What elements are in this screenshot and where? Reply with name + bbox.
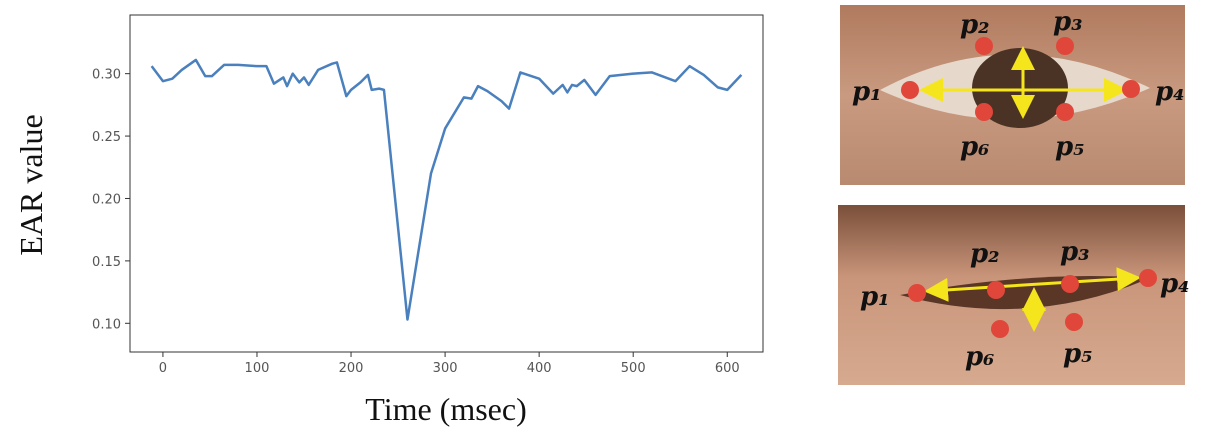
landmark	[901, 81, 919, 99]
data-line	[150, 58, 743, 321]
arrow	[924, 267, 1141, 302]
landmark	[1122, 80, 1140, 98]
landmark-label: p₁	[860, 282, 890, 312]
eye-open: p₁ p₂ p₃ p₄ p₅ p₆	[840, 5, 1185, 185]
y-tick-label: 0.10	[92, 317, 121, 332]
landmark	[991, 320, 1009, 338]
landmark-label: p₃	[1053, 7, 1083, 37]
x-tick-label: 600	[715, 361, 740, 376]
x-tick-label: 100	[245, 361, 270, 376]
landmark	[1065, 313, 1083, 331]
landmark-label: p₅	[1063, 339, 1093, 369]
landmark	[908, 284, 926, 302]
landmark-label: p₄	[1155, 77, 1185, 107]
y-tick-label: 0.30	[92, 68, 121, 83]
landmark	[975, 37, 993, 55]
x-tick-label: 0	[159, 361, 167, 376]
x-tick-label: 300	[433, 361, 458, 376]
y-tick-label: 0.20	[92, 192, 121, 207]
landmark-label: p₂	[970, 239, 1000, 269]
landmark	[975, 103, 993, 121]
landmark	[1139, 269, 1157, 287]
landmark-label: p₁	[852, 77, 882, 107]
landmark-label: p₄	[1160, 269, 1190, 299]
y-tick-label: 0.25	[92, 130, 121, 145]
landmark	[1056, 37, 1074, 55]
landmark	[1061, 275, 1079, 293]
landmark-label: p₆	[960, 132, 990, 162]
x-tick-label: 500	[621, 361, 646, 376]
x-tick-label: 200	[339, 361, 364, 376]
eye-closed: p₁ p₂ p₃ p₄ p₅ p₆	[838, 205, 1190, 385]
plot-area	[129, 14, 764, 353]
landmark-label: p₅	[1055, 132, 1085, 162]
y-axis-label: EAR value	[13, 114, 49, 255]
x-tick-label: 400	[527, 361, 552, 376]
landmark	[987, 281, 1005, 299]
landmark-label: p₃	[1060, 237, 1090, 267]
y-tick-label: 0.15	[92, 255, 121, 270]
landmark-label: p₂	[960, 10, 990, 40]
landmark-label: p₆	[965, 342, 995, 372]
landmark	[1056, 103, 1074, 121]
x-axis-label: Time (msec)	[365, 391, 526, 427]
